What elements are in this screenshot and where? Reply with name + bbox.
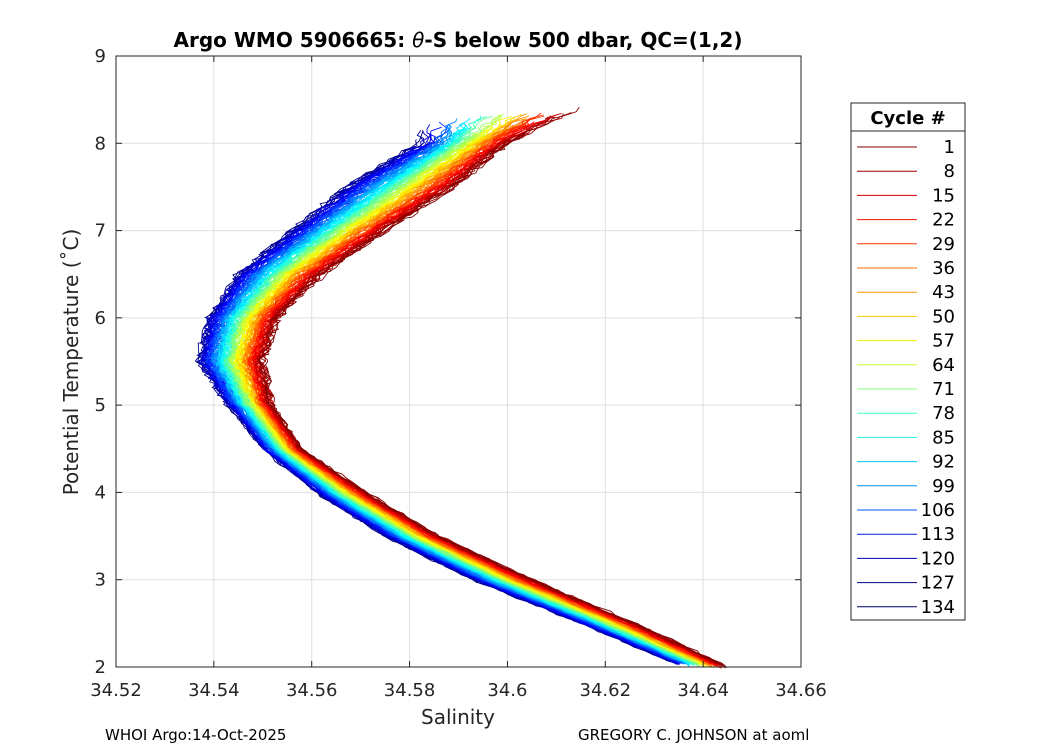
x-tick-label: 34.58 bbox=[384, 680, 436, 701]
axes-frame bbox=[115, 55, 802, 668]
legend-entries: 1 8 15 22 29 36 43 50 57 64 71 78 85 92 99 106 113 120 127… bbox=[857, 137, 955, 618]
legend-label: 50 bbox=[932, 306, 955, 327]
legend-label: 71 bbox=[932, 379, 955, 400]
tick-marks bbox=[115, 55, 802, 668]
footer-right: GREGORY C. JOHNSON at aoml bbox=[578, 726, 809, 744]
y-tick-label: 5 bbox=[95, 395, 106, 416]
legend-label: 43 bbox=[932, 282, 955, 303]
y-axis-label: Potential Temperature (˚C) bbox=[59, 229, 83, 496]
legend-label: 106 bbox=[921, 500, 955, 521]
chart-title: Argo WMO 5906665: θ-S below 500 dbar, QC… bbox=[174, 28, 743, 52]
profile-cycle-124 bbox=[254, 120, 718, 666]
legend-label: 127 bbox=[921, 573, 955, 594]
x-tick-label: 34.6 bbox=[487, 680, 527, 701]
legend-label: 78 bbox=[932, 403, 955, 424]
legend-label: 134 bbox=[921, 597, 955, 618]
legend-label: 22 bbox=[932, 210, 955, 231]
y-tick-label: 4 bbox=[95, 482, 106, 503]
y-tick-label: 2 bbox=[95, 657, 106, 678]
legend-label: 92 bbox=[932, 452, 955, 473]
y-tick-label: 9 bbox=[95, 46, 106, 67]
legend-label: 113 bbox=[921, 524, 955, 545]
x-axis-label: Salinity bbox=[421, 705, 495, 729]
y-tick-labels: 2 3 4 5 6 7 8 9 bbox=[95, 46, 106, 678]
x-tick-label: 34.66 bbox=[775, 680, 827, 701]
legend-label: 29 bbox=[932, 234, 955, 255]
legend-label: 36 bbox=[932, 258, 955, 279]
plot-area bbox=[115, 55, 802, 669]
footer-left: WHOI Argo:14-Oct-2025 bbox=[105, 726, 286, 744]
x-tick-label: 34.62 bbox=[580, 680, 632, 701]
x-tick-labels: 34.52 34.54 34.56 34.58 34.6 34.62 34.64 34.66 bbox=[90, 680, 827, 701]
legend-label: 64 bbox=[932, 355, 955, 376]
legend-label: 99 bbox=[932, 476, 955, 497]
x-tick-label: 34.56 bbox=[286, 680, 338, 701]
x-tick-label: 34.52 bbox=[90, 680, 142, 701]
profiles bbox=[194, 107, 727, 669]
profile-cycle-63 bbox=[222, 144, 695, 664]
x-tick-label: 34.64 bbox=[677, 680, 729, 701]
legend: Cycle # 18152229364350576471788592991061… bbox=[850, 102, 966, 621]
legend-label: 1 bbox=[944, 137, 955, 158]
legend-title: Cycle # bbox=[870, 108, 945, 129]
y-tick-label: 6 bbox=[95, 308, 106, 329]
y-tick-label: 7 bbox=[95, 221, 106, 242]
legend-label: 120 bbox=[921, 548, 955, 569]
profile-cycle-137 bbox=[258, 133, 727, 668]
legend-label: 15 bbox=[932, 185, 955, 206]
y-tick-label: 3 bbox=[95, 570, 106, 591]
y-tick-label: 8 bbox=[95, 133, 106, 154]
x-tick-label: 34.54 bbox=[188, 680, 240, 701]
profile-cycle-103 bbox=[242, 130, 713, 667]
legend-label: 85 bbox=[932, 427, 955, 448]
legend-label: 57 bbox=[932, 331, 955, 352]
legend-label: 8 bbox=[944, 161, 955, 182]
